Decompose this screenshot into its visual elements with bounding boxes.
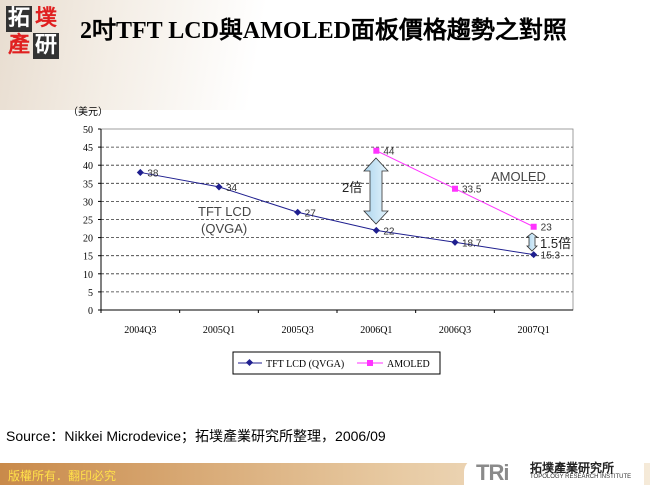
data-point — [451, 238, 459, 246]
y-tick-label: 40 — [83, 161, 93, 172]
data-point — [373, 147, 380, 154]
copyright-text: 版權所有．翻印必究 — [8, 469, 117, 483]
page-title: 2吋TFT LCD與AMOLED面板價格趨勢之對照 — [80, 18, 567, 44]
y-tick-label: 35 — [83, 179, 93, 190]
gap-arrow-1-5x — [525, 232, 539, 252]
y-axis-label: （美元） — [68, 105, 108, 118]
tri-logo: TRi 拓墣產業研究所 TOPOLOGY RESEARCH INSTITUTE — [464, 458, 644, 485]
logo-char: 產 — [7, 33, 30, 58]
data-point — [372, 226, 380, 234]
x-tick-label: 2006Q3 — [439, 325, 471, 336]
x-tick-label: 2005Q1 — [203, 325, 235, 336]
logo-char: 拓 — [6, 6, 32, 32]
annotation-tft: TFT LCD — [198, 204, 251, 219]
annotation-2x: 2倍 — [342, 180, 362, 195]
legend-label-amoled: AMOLED — [387, 359, 430, 370]
source-note: Source：Nikkei Microdevice；拓墣產業研究所整理，2006… — [6, 428, 386, 444]
gap-arrow-2x — [363, 157, 389, 225]
data-label: 23 — [541, 223, 553, 234]
data-label: 34 — [226, 183, 238, 194]
data-point — [294, 208, 302, 216]
legend-label-tft: TFT LCD (QVGA) — [266, 359, 344, 370]
logo-char: 研 — [33, 33, 59, 59]
annotation-1-5x: 1.5倍 — [540, 236, 571, 251]
annotation-amoled: AMOLED — [491, 169, 546, 184]
data-label: 33.5 — [462, 185, 482, 196]
y-tick-label: 10 — [83, 270, 93, 281]
x-tick-label: 2006Q1 — [360, 325, 392, 336]
x-tick-label: 2007Q1 — [518, 325, 550, 336]
y-tick-label: 30 — [83, 197, 93, 208]
tri-name-en: TOPOLOGY RESEARCH INSTITUTE — [530, 474, 632, 480]
legend: TFT LCD (QVGA) AMOLED — [232, 351, 441, 375]
line-chart: （美元） 0 5 10 15 20 25 30 35 40 45 50 2倍 1.5倍 TFT LC… — [68, 105, 574, 375]
data-label: 44 — [383, 147, 395, 158]
annotation-tft-qvga: (QVGA) — [201, 221, 247, 236]
data-label: 18.7 — [462, 238, 482, 249]
y-tick-label: 15 — [83, 252, 93, 263]
data-label: 15.3 — [541, 251, 561, 262]
header-background — [0, 0, 650, 110]
y-tick-label: 50 — [83, 125, 93, 136]
logo-char: 墣 — [34, 6, 57, 31]
data-point — [530, 251, 538, 259]
legend-marker-tft — [245, 358, 254, 367]
data-point — [452, 185, 458, 192]
data-point — [215, 183, 223, 191]
logo: 拓 墣 產 研 — [6, 6, 61, 61]
data-label: 27 — [305, 208, 317, 219]
x-tick-label: 2005Q3 — [282, 325, 314, 336]
y-tick-label: 25 — [83, 216, 93, 227]
data-point — [136, 168, 144, 176]
y-tick-label: 45 — [83, 143, 93, 154]
y-tick-label: 20 — [83, 234, 93, 245]
data-point — [530, 223, 537, 230]
series-line-0 — [140, 171, 534, 256]
legend-marker-amoled — [367, 360, 373, 366]
y-tick-label: 0 — [88, 306, 93, 317]
tri-name-zh: 拓墣產業研究所 — [530, 461, 615, 475]
data-label: 22 — [383, 226, 395, 237]
tri-logo-mark: TRi — [476, 460, 509, 485]
y-tick-label: 5 — [88, 288, 93, 299]
x-tick-label: 2004Q3 — [124, 325, 156, 336]
data-label: 38 — [147, 168, 159, 179]
